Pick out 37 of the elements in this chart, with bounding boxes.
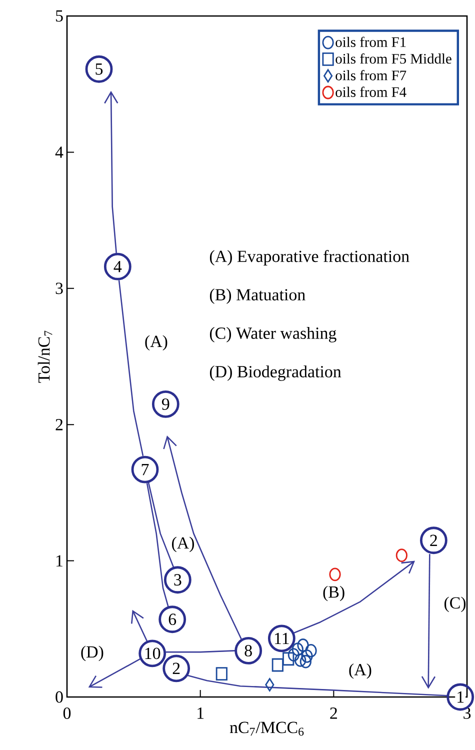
x-tick-label: 0 <box>63 708 71 719</box>
y-tick-label: 5 <box>56 10 63 22</box>
y-tick-label: 3 <box>56 282 63 294</box>
annotation: (B) <box>323 586 344 602</box>
annotation: (A) <box>145 335 168 351</box>
x-tick-label: 2 <box>330 708 337 719</box>
annotation: 4 <box>114 261 122 272</box>
annotation: 11 <box>275 632 289 644</box>
annotation: (A) <box>172 536 194 552</box>
annotation: (D) <box>81 646 104 662</box>
annotation: 2 <box>430 534 437 546</box>
annotation: 6 <box>168 614 176 626</box>
y-axis-title: Tol/nC$_{7}$ <box>38 330 52 383</box>
annotation: 3 <box>174 574 182 586</box>
annotation: (C) <box>444 596 466 612</box>
legend-label: oils from F7 <box>336 70 406 80</box>
legend-label: oils from F5 Middle <box>336 53 452 64</box>
x-tick-label: 1 <box>198 708 204 719</box>
y-tick-label: 1 <box>56 555 62 566</box>
legend-label: oils from F1 <box>336 36 406 48</box>
annotation: 5 <box>96 63 103 75</box>
annotation: (A) Evaporative fractionation <box>210 250 410 266</box>
y-tick-label: 2 <box>56 418 63 430</box>
annotation: (D) Biodegradation <box>210 365 342 381</box>
annotation: (A) <box>349 663 372 679</box>
annotation: (B) Matuation <box>210 288 306 304</box>
annotation: 10 <box>145 648 160 660</box>
annotation: 2 <box>172 662 180 674</box>
x-axis-title: nC$_{7}$/MCC$_{6}$ <box>230 722 304 736</box>
annotation: 1 <box>458 691 464 703</box>
y-tick-label: 4 <box>55 146 64 158</box>
annotation: (C) Water washing <box>210 327 336 342</box>
legend-label: oils from F4 <box>336 86 406 97</box>
annotation: 7 <box>142 464 149 476</box>
annotation: 8 <box>244 644 252 656</box>
annotation: 9 <box>162 398 170 410</box>
y-tick-label: 0 <box>56 691 63 703</box>
